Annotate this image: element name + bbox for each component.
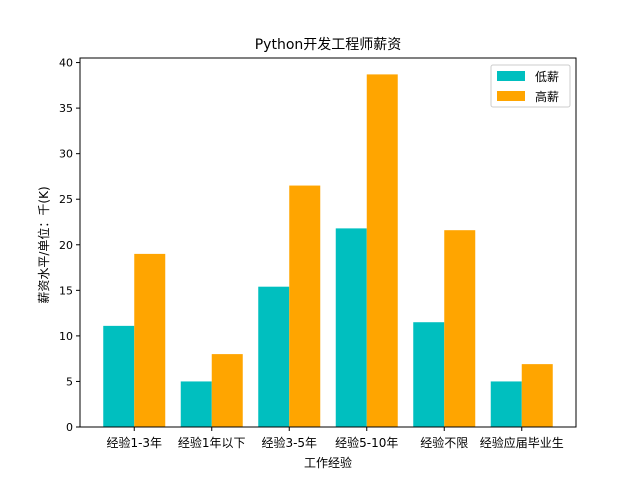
x-tick-label-4: 经验不限 bbox=[420, 435, 468, 450]
bar-high-4 bbox=[444, 230, 476, 427]
y-tick-label-7: 35 bbox=[59, 102, 73, 115]
bar-low-0 bbox=[103, 325, 135, 427]
bar-high-5 bbox=[521, 364, 553, 427]
legend-swatch-0 bbox=[497, 71, 525, 81]
bars-layer bbox=[103, 74, 553, 428]
chart-title: Python开发工程师薪资 bbox=[255, 37, 402, 53]
y-tick-label-3: 15 bbox=[59, 284, 73, 297]
bar-high-2 bbox=[289, 185, 321, 427]
legend-label-0: 低薪 bbox=[535, 70, 559, 84]
bar-low-1 bbox=[180, 381, 212, 427]
x-tick-label-5: 经验应届毕业生 bbox=[480, 435, 564, 450]
y-axis-label: 薪资水平/单位：千(K) bbox=[36, 186, 51, 303]
x-tick-label-0: 经验1-3年 bbox=[106, 435, 162, 450]
plot-frame bbox=[79, 57, 577, 428]
legend-swatch-1 bbox=[497, 91, 525, 101]
bar-high-1 bbox=[211, 354, 243, 427]
bar-high-0 bbox=[134, 253, 166, 427]
bar-low-2 bbox=[258, 286, 290, 427]
y-tick-label-6: 30 bbox=[59, 148, 73, 161]
bar-low-3 bbox=[335, 228, 367, 427]
bar-high-3 bbox=[366, 74, 398, 428]
x-tick-label-2: 经验3-5年 bbox=[261, 435, 317, 450]
y-tick-label-2: 10 bbox=[59, 330, 73, 343]
y-tick-label-4: 20 bbox=[59, 239, 73, 252]
bar-low-4 bbox=[413, 322, 445, 427]
y-tick-label-0: 0 bbox=[66, 421, 73, 434]
y-tick-label-8: 40 bbox=[59, 57, 73, 70]
x-tick-label-1: 经验1年以下 bbox=[178, 435, 246, 450]
bar-low-5 bbox=[490, 381, 522, 427]
legend-label-1: 高薪 bbox=[535, 89, 559, 104]
y-tick-label-5: 25 bbox=[59, 193, 73, 206]
x-tick-label-3: 经验5-10年 bbox=[335, 435, 398, 450]
y-tick-label-1: 5 bbox=[66, 375, 73, 388]
axes-layer: 0 5 10 15 20 25 30 35 40 经验1-3年 经验1年以下 经验3-5年 经验5-10… bbox=[59, 57, 577, 450]
x-axis-label: 工作经验 bbox=[304, 455, 352, 470]
